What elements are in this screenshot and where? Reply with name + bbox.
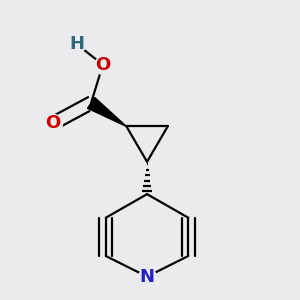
Text: O: O [95, 56, 110, 74]
Text: H: H [69, 35, 84, 53]
Text: O: O [45, 115, 61, 133]
Polygon shape [88, 98, 126, 126]
Text: N: N [140, 268, 154, 286]
